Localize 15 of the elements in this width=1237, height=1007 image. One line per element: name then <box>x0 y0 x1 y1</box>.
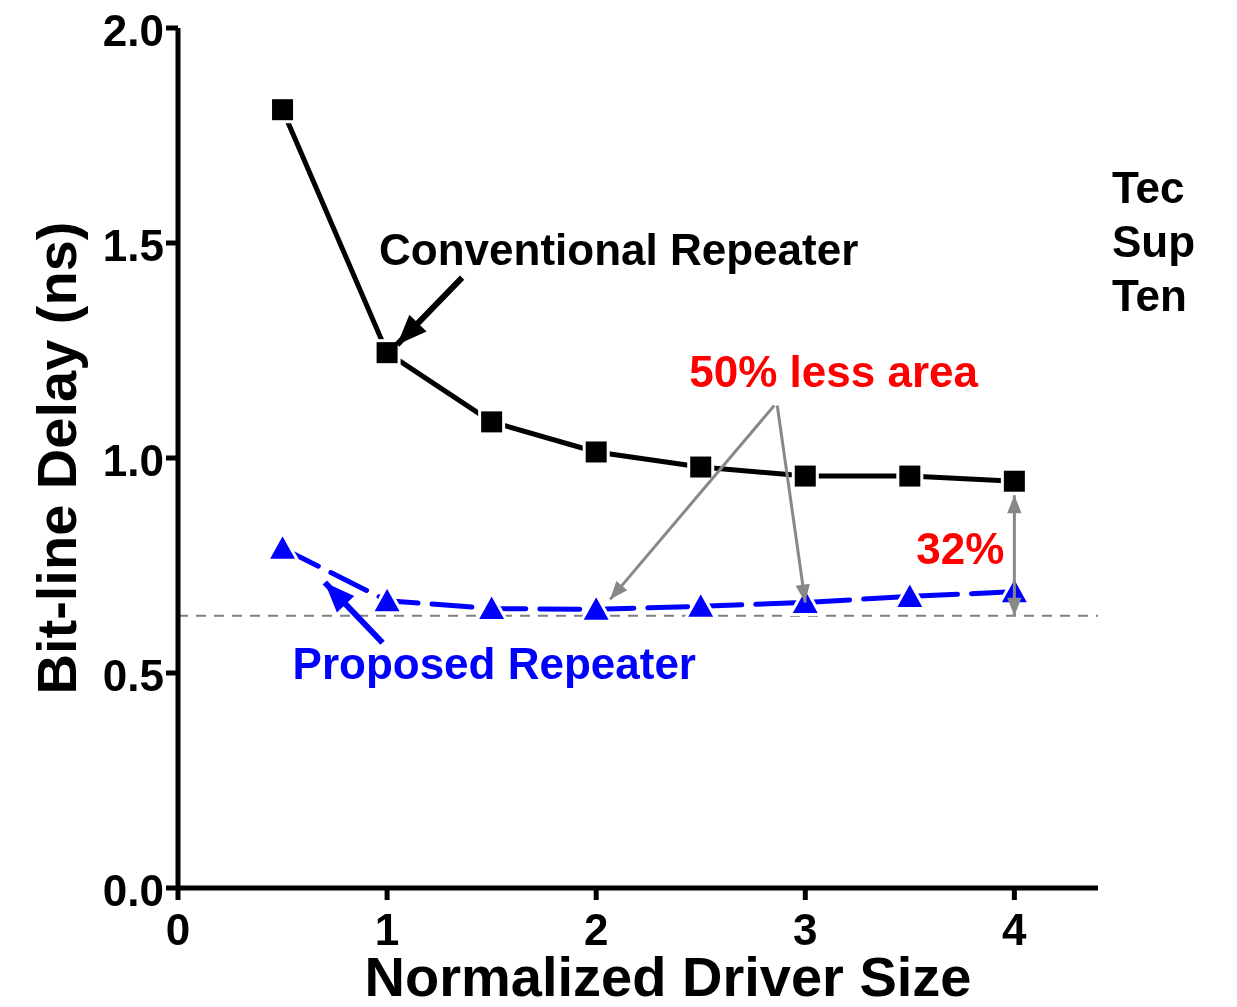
y-tick-label: 1.5 <box>102 220 164 270</box>
y-tick-label: 2.0 <box>102 5 164 55</box>
text: Ten <box>1112 271 1187 320</box>
text: Tec <box>1112 163 1185 212</box>
x-tick-label: 4 <box>1002 905 1028 955</box>
annotation: 50% less area <box>689 347 979 397</box>
y-tick-label: 0.5 <box>102 650 164 700</box>
y-tick-label: 1.0 <box>102 435 164 485</box>
y-tick-label: 0.0 <box>102 865 164 915</box>
annotation: 32% <box>916 524 1005 574</box>
x-tick-label: 0 <box>165 905 191 955</box>
text: Sup <box>1112 217 1196 266</box>
legend-label: Proposed Repeater <box>292 638 697 688</box>
series-label: Conventional Repeater <box>379 224 859 274</box>
y-axis-title: Bit-line Delay (ns) <box>25 221 88 695</box>
